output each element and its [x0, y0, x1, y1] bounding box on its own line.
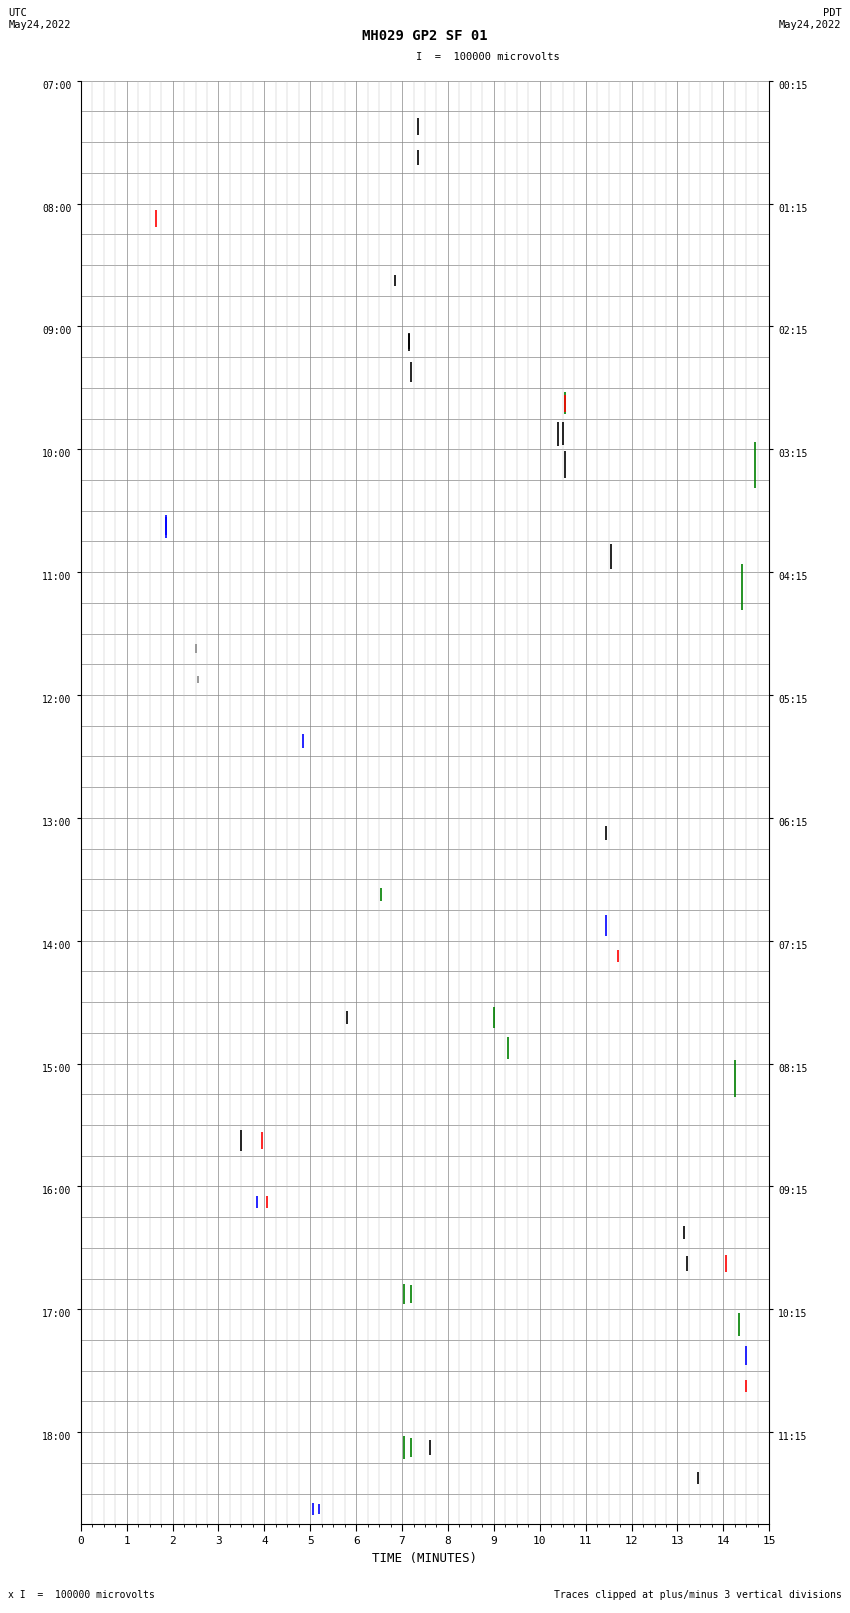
Text: I  =  100000 microvolts: I = 100000 microvolts: [416, 52, 560, 61]
Text: MH029 GP2 SF 01: MH029 GP2 SF 01: [362, 29, 488, 44]
Text: UTC
May24,2022: UTC May24,2022: [8, 8, 71, 29]
Text: x I  =  100000 microvolts: x I = 100000 microvolts: [8, 1590, 156, 1600]
X-axis label: TIME (MINUTES): TIME (MINUTES): [372, 1552, 478, 1565]
Text: Traces clipped at plus/minus 3 vertical divisions: Traces clipped at plus/minus 3 vertical …: [553, 1590, 842, 1600]
Text: PDT
May24,2022: PDT May24,2022: [779, 8, 842, 29]
